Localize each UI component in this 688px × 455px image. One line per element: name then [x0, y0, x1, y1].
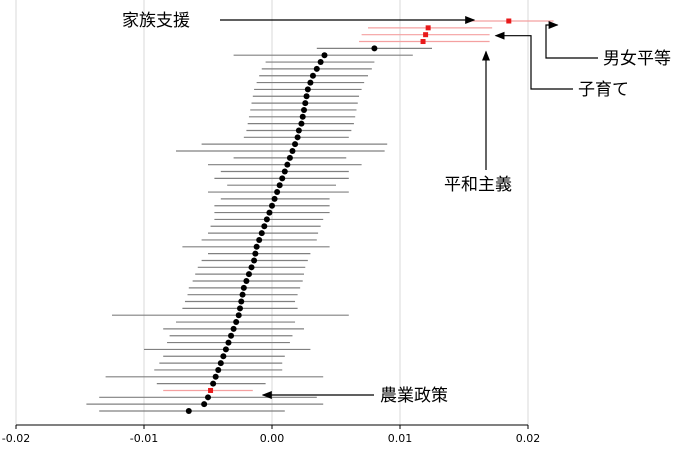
point-estimate: [321, 52, 328, 59]
point-estimate: [210, 380, 217, 387]
point-estimate: [220, 353, 227, 360]
point-estimate: [237, 305, 243, 312]
point-estimate: [294, 134, 301, 141]
point-estimate: [258, 230, 265, 237]
annotation-arrow-2: [494, 31, 573, 90]
point-estimate: [269, 202, 275, 209]
x-tick-label-4: 0.02: [516, 432, 541, 445]
point-estimate: [205, 394, 211, 401]
point-estimates: [185, 18, 512, 414]
x-tick-label-0: -0.02: [2, 432, 30, 445]
highlight-point: [425, 25, 431, 31]
point-estimate: [301, 106, 307, 113]
point-estimate: [298, 120, 305, 127]
point-estimate: [289, 148, 296, 154]
point-estimate: [307, 79, 314, 86]
confidence-intervals: [86, 20, 554, 412]
point-estimate: [303, 93, 310, 100]
annotation-arrow-1: [545, 21, 598, 59]
point-estimate: [276, 182, 283, 189]
point-estimate: [252, 250, 259, 257]
point-estimate: [222, 346, 229, 353]
point-estimate: [235, 312, 242, 319]
point-estimate: [313, 65, 320, 72]
point-estimate: [266, 209, 273, 216]
highlight-point: [420, 39, 426, 45]
point-estimate: [256, 236, 263, 243]
point-estimate: [240, 284, 247, 291]
annotation-label-3: 平和主義: [444, 175, 512, 195]
point-estimate: [292, 141, 299, 148]
annotation-label-2: 子育て: [578, 80, 629, 100]
point-estimate: [274, 189, 281, 196]
point-estimate: [228, 332, 235, 339]
point-estimate: [245, 271, 252, 278]
point-estimate: [225, 339, 232, 346]
point-estimate: [317, 59, 324, 66]
point-estimate: [371, 45, 378, 52]
point-estimate: [233, 319, 240, 326]
point-estimate: [230, 325, 237, 332]
point-estimate: [263, 216, 270, 223]
point-estimate: [304, 86, 311, 93]
point-estimate: [286, 154, 293, 161]
point-estimate: [299, 113, 306, 120]
point-estimate: [201, 401, 208, 408]
point-estimate: [217, 360, 224, 367]
point-estimate: [238, 298, 245, 305]
point-estimate: [284, 161, 291, 168]
x-tick-label-2: 0.00: [260, 432, 285, 445]
point-estimate: [248, 264, 255, 271]
annotation-label-4: 農業政策: [380, 386, 448, 406]
point-estimate: [251, 257, 258, 264]
highlight-point: [506, 18, 512, 24]
highlight-point: [208, 387, 214, 393]
point-estimate: [243, 278, 250, 284]
point-estimate: [271, 195, 278, 202]
point-estimate: [185, 408, 192, 414]
point-estimate: [279, 175, 286, 182]
point-estimate: [215, 366, 222, 373]
point-estimate: [309, 72, 316, 79]
x-axis: -0.02 -0.01 0.00 0.01 0.02: [2, 424, 541, 445]
annotation-label-1: 男女平等: [603, 49, 671, 69]
x-tick-label-1: -0.01: [130, 432, 158, 445]
point-estimate: [212, 373, 219, 380]
point-estimate: [302, 100, 309, 107]
highlight-point: [423, 32, 429, 38]
point-estimate: [253, 243, 260, 250]
point-estimate: [239, 291, 246, 298]
annotation-label-0: 家族支援: [122, 11, 190, 31]
point-estimate: [261, 223, 268, 230]
point-estimate: [281, 168, 288, 175]
x-tick-label-3: 0.01: [388, 432, 413, 445]
point-estimate: [295, 127, 302, 134]
